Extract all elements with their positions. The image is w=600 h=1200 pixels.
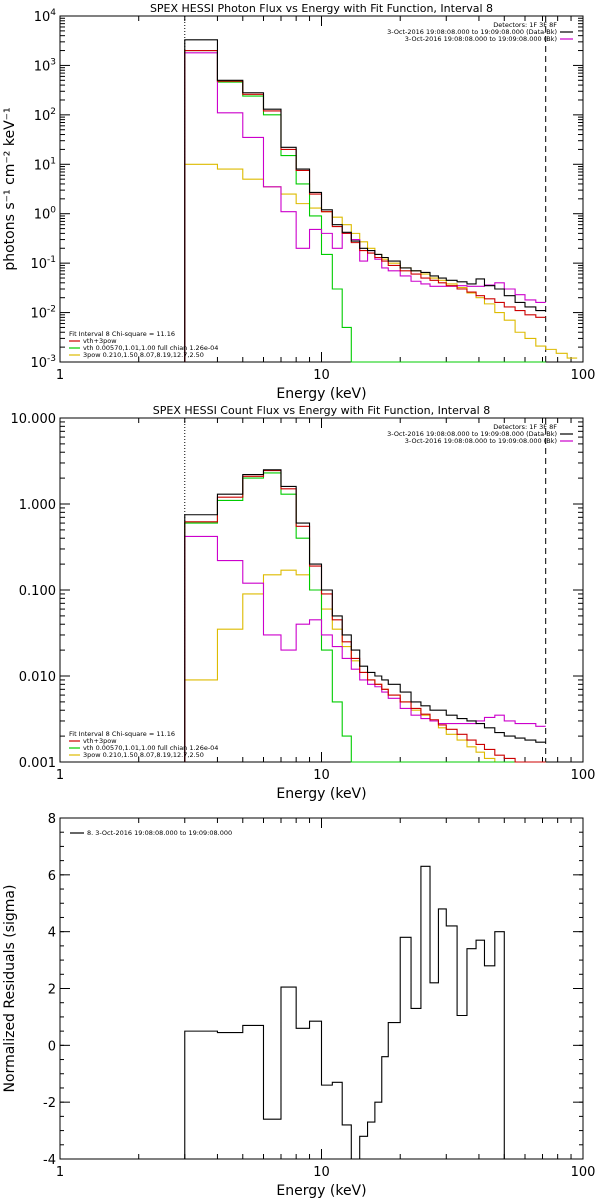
chart-title: SPEX HESSI Photon Flux vs Energy with Fi…: [150, 2, 493, 15]
y-tick-label: 8: [48, 812, 56, 827]
legend-text: Fit Interval 8 Chi-square = 11.16: [69, 730, 175, 738]
y-tick-label: 10.000: [11, 412, 57, 427]
legend-text: 3pow 0.210,1.50,8.07,8.19,12.7,2.50: [83, 751, 204, 759]
series-line: [184, 49, 546, 362]
x-tick-label: 1: [56, 768, 64, 783]
y-tick-label: 0.010: [19, 670, 56, 685]
y-tick-label: 1.000: [19, 498, 56, 513]
y-tick-label: 4: [48, 926, 56, 941]
series-line: [184, 163, 578, 362]
x-axis-label: Energy (keV): [276, 386, 366, 402]
series-line: [184, 469, 546, 763]
residuals-chart: 1 10 100 -4 -2 0 2 4 6 8 Energy (keV) Normalized Re…: [2, 812, 595, 1199]
legend-text: 3-Oct-2016 19:08:08.000 to 19:09:08.000 …: [405, 35, 557, 43]
photon-flux-chart: SPEX HESSI Photon Flux vs Energy with Fi…: [2, 2, 595, 402]
series-line: [184, 52, 546, 362]
count-flux-chart: SPEX HESSI Count Flux vs Energy with Fit…: [11, 404, 596, 802]
x-tick-label: 100: [571, 1165, 596, 1180]
legend-text: vth+3pow: [83, 337, 117, 345]
x-tick-label: 10: [313, 1165, 330, 1180]
y-tick-label: -4: [43, 1153, 56, 1168]
legend-text: Fit Interval 8 Chi-square = 11.16: [69, 330, 175, 338]
plot-frame: [59, 15, 584, 363]
legend-text: vth 0.00570,1.01,1.00 full chian 1.26e-0…: [83, 344, 218, 352]
y-tick-label: 103: [34, 57, 56, 74]
x-tick-label: 1: [56, 368, 64, 383]
x-axis-label: Energy (keV): [276, 1183, 366, 1199]
y-tick-label: 10-2: [30, 305, 56, 322]
x-axis-label: Energy (keV): [276, 786, 366, 802]
chart-title: SPEX HESSI Count Flux vs Energy with Fit…: [153, 404, 490, 417]
legend-text: vth+3pow: [83, 737, 117, 745]
x-tick-label: 10: [313, 768, 330, 783]
x-tick-label: 100: [571, 368, 596, 383]
legend-text: 3-Oct-2016 19:08:08.000 to 19:09:08.000 …: [387, 28, 557, 36]
legend-text: 3-Oct-2016 19:08:08.000 to 19:09:08.000 …: [387, 430, 557, 438]
legend-text: Detectors: 1F 3F 8F: [493, 21, 557, 29]
legend-text: Detectors: 1F 3F 8F: [493, 423, 557, 431]
series-line: [184, 865, 505, 1160]
y-tick-label: 100: [34, 206, 57, 223]
y-axis-label: photons s⁻¹ cm⁻² keV⁻¹: [2, 107, 18, 270]
y-tick-label: 0.100: [19, 584, 56, 599]
y-tick-label: 0: [48, 1039, 56, 1054]
y-tick-label: 2: [48, 983, 56, 998]
series-line: [184, 472, 546, 763]
y-tick-label: 10-1: [30, 255, 56, 272]
x-tick-label: 10: [313, 368, 330, 383]
series-line: [184, 49, 546, 363]
series-line: [184, 535, 546, 762]
y-axis-label: Normalized Residuals (sigma): [2, 885, 18, 1093]
series-line: [184, 469, 546, 762]
y-tick-label: 10-3: [30, 354, 56, 371]
legend-text: vth 0.00570,1.01,1.00 full chian 1.26e-0…: [83, 744, 218, 752]
y-tick-label: 104: [34, 8, 57, 25]
x-tick-label: 1: [56, 1165, 64, 1180]
legend-text: 3-Oct-2016 19:08:08.000 to 19:09:08.000 …: [405, 437, 557, 445]
x-tick-label: 100: [571, 768, 596, 783]
legend-text: 3pow 0.210,1.50,8.07,8.19,12.7,2.50: [83, 351, 204, 359]
y-tick-label: -2: [43, 1096, 56, 1111]
y-tick-label: 101: [34, 156, 56, 173]
y-tick-label: 6: [48, 869, 56, 884]
legend-text: 8. 3-Oct-2016 19:08:08.000 to 19:09:08.0…: [87, 829, 232, 837]
y-tick-label: 0.001: [19, 756, 56, 771]
y-tick-label: 102: [34, 107, 56, 124]
series-line: [184, 39, 546, 362]
